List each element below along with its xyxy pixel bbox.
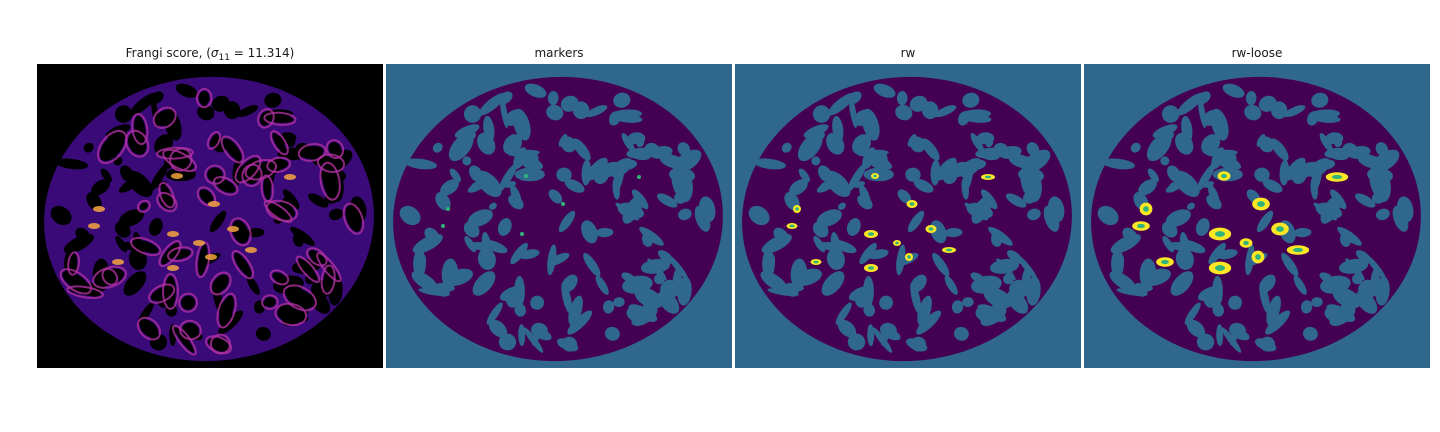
rw-svg — [735, 64, 1081, 368]
rw-loose-image — [1084, 64, 1430, 368]
rw-loose-svg — [1084, 64, 1430, 368]
frangi-score-image — [37, 64, 383, 368]
markers-image — [386, 64, 732, 368]
markers-panel-title: markers — [534, 46, 584, 60]
frangi-title-suffix: = 11.314) — [229, 46, 295, 60]
rw-loose-panel-title: rw-loose — [1231, 46, 1283, 60]
frangi-title-subscript: 11 — [218, 53, 230, 63]
frangi-title-symbol: σ — [210, 46, 219, 60]
frangi-panel-title: Frangi score, (σ11 = 11.314) — [37, 46, 383, 63]
rw-panel-title: rw — [900, 46, 916, 60]
frangi-title-prefix: Frangi score, ( — [125, 46, 211, 60]
markers-svg — [386, 64, 732, 368]
rw-image — [735, 64, 1081, 368]
frangi-score-svg — [37, 64, 383, 368]
